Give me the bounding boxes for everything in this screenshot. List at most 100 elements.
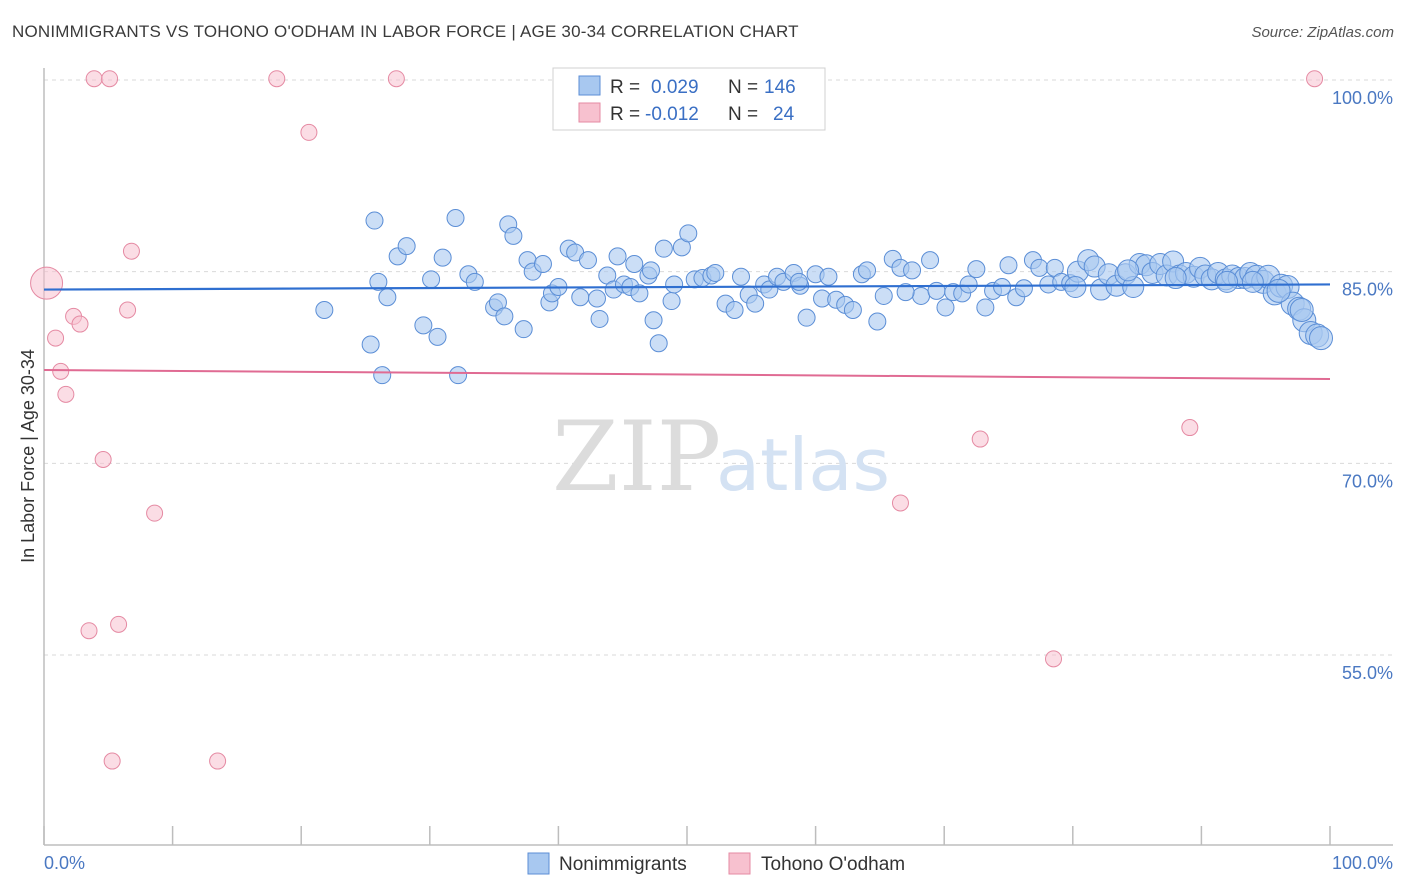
series-swatch-nonimmigrants (527, 852, 550, 875)
tohono-point (47, 329, 65, 347)
nonimmigrant-point (465, 272, 484, 291)
tohono-point (300, 123, 318, 141)
nonimmigrant-point (1030, 258, 1049, 277)
nonimmigrant-point (1266, 278, 1291, 303)
y-tick-label-1: 85.0% (1342, 280, 1393, 300)
nonimmigrant-point (1216, 270, 1239, 293)
series-label-nonimmigrants: Nonimmigrants (559, 854, 687, 875)
chart-title: NONIMMIGRANTS VS TOHONO O'ODHAM IN LABOR… (12, 22, 799, 41)
nonimmigrant-point (976, 298, 995, 317)
y-tick-label-0: 100.0% (1332, 88, 1393, 108)
correlation-legend: R = 0.029 N = 146 R = -0.012 N = 24 (552, 67, 826, 131)
tohono-point (1181, 419, 1199, 437)
nonimmigrant-point (397, 237, 416, 256)
nonimmigrant-point (967, 260, 986, 279)
nonimmigrant-point (578, 251, 597, 270)
legend-swatch-tohono (578, 102, 601, 123)
nonimmigrants-trend-line (43, 283, 1331, 291)
nonimmigrant-point (630, 284, 649, 303)
watermark: ZIP atlas (552, 401, 890, 513)
nonimmigrants-points (315, 209, 1333, 385)
tohono-point (85, 70, 103, 88)
nonimmigrant-point (679, 224, 698, 243)
nonimmigrant-point (654, 239, 673, 258)
series-legend: Nonimmigrants Tohono O'odham (527, 852, 905, 875)
nonimmigrant-point (446, 209, 465, 227)
nonimmigrant-point (706, 263, 725, 282)
tohono-point (209, 752, 227, 770)
nonimmigrant-point (927, 281, 946, 300)
nonimmigrant-point (1241, 270, 1264, 293)
nonimmigrant-point (912, 286, 931, 305)
y-axis-label: In Labor Force | Age 30-34 (18, 349, 38, 563)
tohono-point (119, 301, 137, 319)
tohono-point (52, 362, 70, 380)
nonimmigrant-point (365, 211, 384, 230)
legend-n-value-1: 146 (764, 77, 796, 98)
nonimmigrant-point (874, 286, 893, 305)
nonimmigrant-point (414, 316, 433, 335)
nonimmigrant-point (641, 261, 660, 280)
nonimmigrant-point (896, 283, 915, 302)
tohono-point (1045, 650, 1063, 668)
legend-n-label-1: N = (728, 77, 758, 98)
nonimmigrant-point (789, 272, 808, 291)
tohono-point (71, 315, 89, 333)
nonimmigrant-point (315, 301, 334, 319)
nonimmigrant-point (533, 255, 552, 273)
nonimmigrant-point (999, 256, 1018, 275)
tohono-point (1306, 70, 1324, 88)
tohono-point (57, 385, 75, 403)
nonimmigrant-point (959, 275, 978, 294)
nonimmigrant-point (1014, 279, 1033, 298)
nonimmigrant-point (1164, 267, 1187, 290)
nonimmigrant-point (725, 301, 744, 319)
gridlines (44, 79, 1393, 656)
tohono-point (110, 615, 128, 633)
nonimmigrant-point (921, 251, 940, 270)
watermark-atlas: atlas (716, 423, 890, 507)
nonimmigrant-point (1308, 326, 1333, 351)
nonimmigrant-point (858, 261, 877, 280)
nonimmigrant-point (1117, 259, 1140, 282)
chart-source: Source: ZipAtlas.com (1251, 24, 1394, 41)
legend-n-label-2: N = (728, 104, 758, 125)
nonimmigrant-point (369, 272, 388, 291)
nonimmigrant-point (993, 278, 1012, 296)
x-tick-label-max: 100.0% (1332, 853, 1393, 873)
nonimmigrant-point (422, 270, 441, 289)
nonimmigrant-point (608, 247, 627, 266)
nonimmigrant-point (819, 267, 838, 286)
tohono-point (122, 242, 140, 260)
nonimmigrant-point (665, 275, 684, 294)
nonimmigrant-point (936, 298, 955, 317)
nonimmigrant-point (495, 307, 514, 326)
legend-swatch-nonimmigrants (578, 75, 601, 96)
nonimmigrant-point (625, 255, 644, 273)
nonimmigrant-point (1289, 298, 1314, 322)
nonimmigrant-point (373, 366, 392, 385)
nonimmigrant-point (428, 327, 447, 346)
tohono-trend-line (43, 369, 1331, 380)
legend-n-value-2: 24 (773, 104, 795, 125)
nonimmigrant-point (587, 289, 606, 308)
axes (43, 68, 1393, 846)
tohono-point (30, 266, 64, 300)
tohono-point (971, 430, 989, 448)
legend-r-label-2: R = (610, 104, 640, 125)
nonimmigrant-point (868, 312, 887, 331)
nonimmigrant-point (1064, 276, 1087, 298)
nonimmigrant-point (361, 335, 380, 354)
nonimmigrant-point (903, 261, 922, 280)
nonimmigrant-point (644, 311, 663, 330)
tohono-point (94, 451, 112, 468)
y-tick-label-2: 70.0% (1342, 471, 1393, 491)
x-tick-label-min: 0.0% (44, 853, 85, 873)
tohono-point (268, 70, 286, 88)
nonimmigrant-point (797, 308, 816, 327)
nonimmigrant-point (843, 301, 862, 319)
nonimmigrant-point (649, 334, 668, 353)
nonimmigrant-point (746, 294, 765, 313)
y-tick-labels: 100.0% 85.0% 70.0% 55.0% (1332, 88, 1393, 683)
